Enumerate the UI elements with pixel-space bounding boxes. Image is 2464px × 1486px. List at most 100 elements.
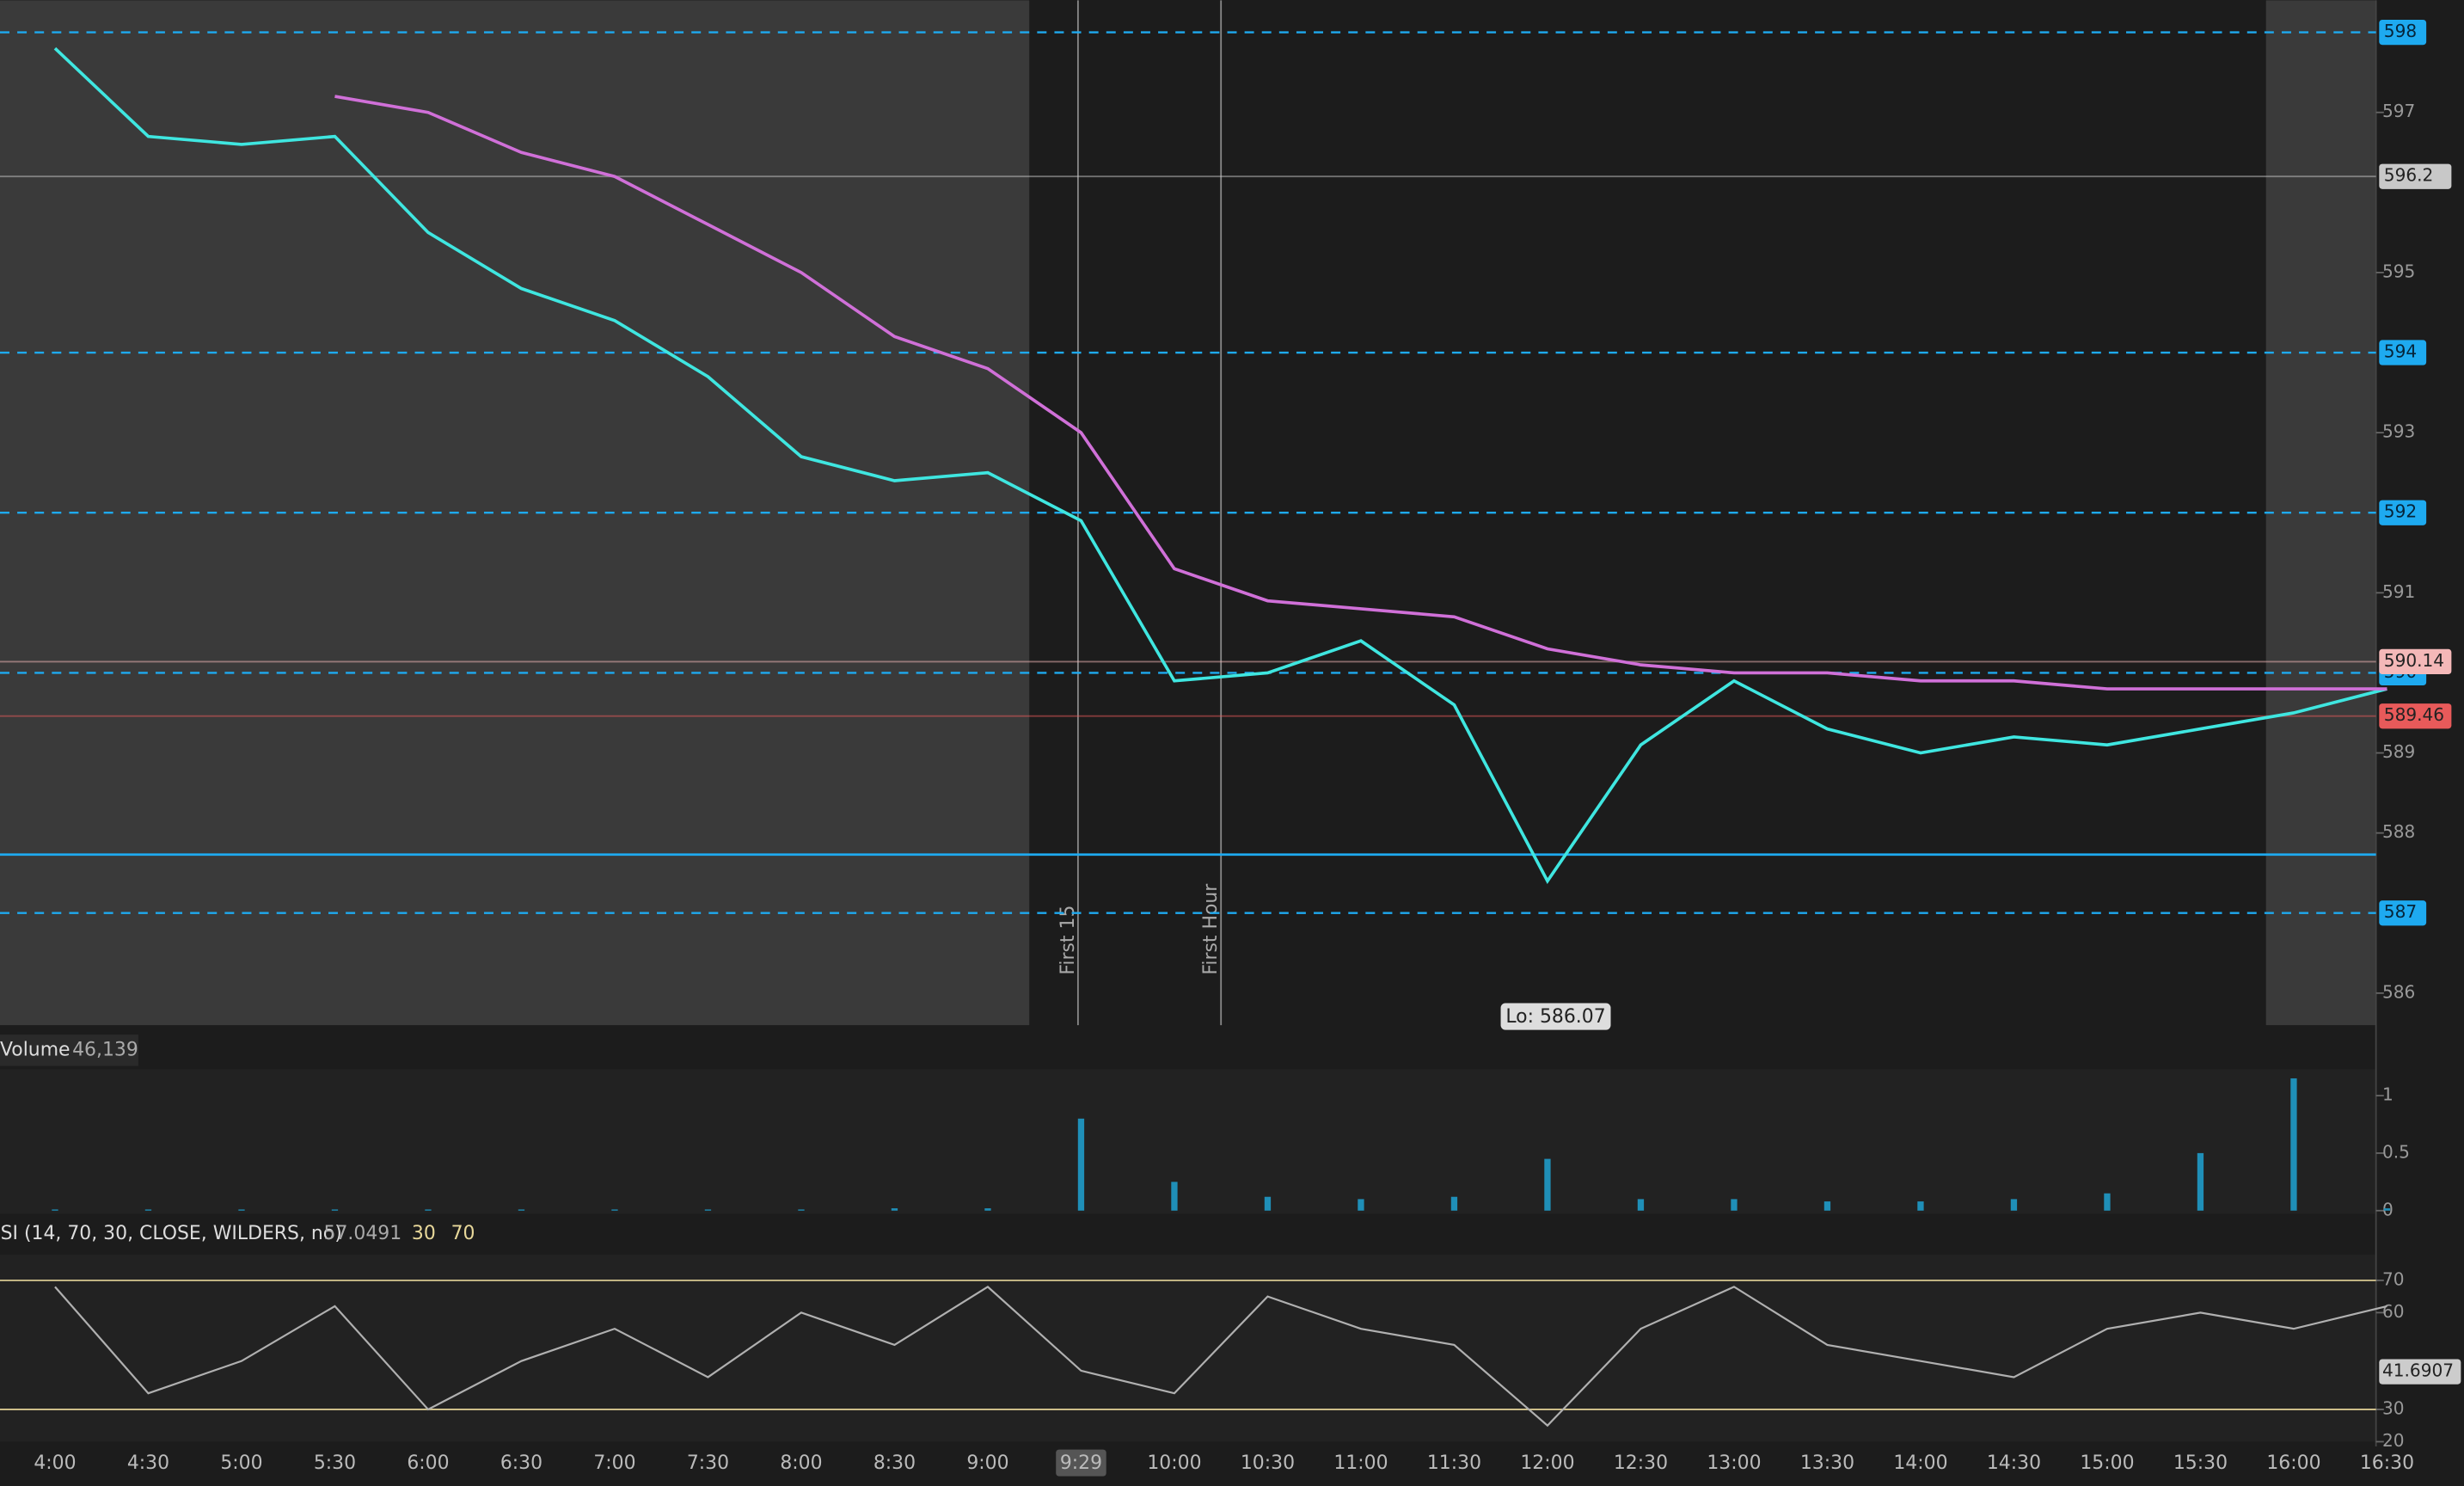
x-tick-label: 4:30 <box>127 1452 169 1474</box>
volume-bar <box>2290 1078 2297 1211</box>
rsi-last: 57.0491 <box>324 1223 402 1244</box>
y-tick-label: 591 <box>2382 581 2415 602</box>
level-box <box>2379 900 2427 926</box>
x-tick-label: 5:00 <box>220 1452 262 1474</box>
volume-bar <box>1077 1118 1085 1211</box>
x-tick-label: 12:00 <box>1520 1452 1574 1474</box>
x-tick-label: 10:00 <box>1147 1452 1201 1474</box>
x-tick-label: 8:30 <box>873 1452 916 1474</box>
low-label: Lo: 586.07 <box>1505 1006 1605 1028</box>
rsi-title: RSI (14, 70, 30, CLOSE, WILDERS, no) <box>0 1223 342 1244</box>
volume-header <box>0 1035 138 1066</box>
price-label: 589.46 <box>2384 704 2444 725</box>
x-tick-label: 14:00 <box>1893 1452 1947 1474</box>
volume-bar <box>1171 1182 1178 1211</box>
premarket-shade <box>0 0 1030 1026</box>
y-tick-label: 1 <box>2382 1084 2394 1105</box>
volume-bar <box>1450 1196 1458 1211</box>
volume-last: 46,139 <box>72 1039 138 1060</box>
volume-bar <box>238 1209 245 1211</box>
x-tick-label: 11:30 <box>1427 1452 1481 1474</box>
volume-panel <box>0 1069 2376 1214</box>
volume-bar <box>1358 1199 1364 1211</box>
volume-bar <box>425 1209 432 1211</box>
volume-bar <box>1637 1199 1645 1211</box>
rsi-panel <box>0 1254 2376 1442</box>
volume-bar <box>144 1209 152 1211</box>
price-box <box>2379 163 2452 189</box>
y-tick-label: 593 <box>2382 421 2415 442</box>
x-tick-label: 13:00 <box>1707 1452 1761 1474</box>
y-tick-label: 597 <box>2382 101 2415 121</box>
x-tick-label: 12:30 <box>1614 1452 1668 1474</box>
x-tick-label: 9:29 <box>1060 1452 1102 1474</box>
x-tick-label: 10:30 <box>1241 1452 1295 1474</box>
x-tick-label: 4:00 <box>34 1452 76 1474</box>
x-tick-label: 6:00 <box>407 1452 449 1474</box>
rsi-band: 30 <box>412 1223 436 1244</box>
price-label: 596.2 <box>2384 165 2434 186</box>
series-line <box>334 95 2387 691</box>
y-tick-label: 30 <box>2382 1397 2405 1418</box>
y-tick-label: 0.5 <box>2382 1141 2410 1162</box>
x-highlight <box>1056 1449 1106 1477</box>
volume-bar <box>2197 1152 2204 1211</box>
volume-title: Volume <box>0 1039 70 1060</box>
level-label: 592 <box>2384 501 2417 522</box>
series-line <box>53 46 2387 885</box>
level-label: 598 <box>2384 21 2417 41</box>
x-tick-label: 15:30 <box>2173 1452 2228 1474</box>
rsi-band: 70 <box>451 1223 475 1244</box>
level-label: 587 <box>2384 901 2417 922</box>
low-label-box <box>1500 1003 1611 1030</box>
volume-bar <box>1264 1196 1272 1211</box>
level-box <box>2379 500 2427 525</box>
y-tick-label: 595 <box>2382 261 2415 281</box>
rsi-current: 41.6907 <box>2382 1360 2454 1381</box>
x-tick-label: 16:00 <box>2266 1452 2320 1474</box>
x-tick-label: 8:00 <box>780 1452 822 1474</box>
x-tick-label: 6:30 <box>500 1452 542 1474</box>
price-box <box>2379 703 2452 729</box>
volume-bar <box>2104 1193 2111 1211</box>
x-tick-label: 14:30 <box>1987 1452 2041 1474</box>
y-tick-label: 589 <box>2382 741 2415 762</box>
y-tick-label: 70 <box>2382 1268 2405 1289</box>
volume-bar <box>704 1209 712 1211</box>
rsi-line <box>54 1286 2387 1428</box>
rsi-current-box <box>2379 1359 2461 1385</box>
marker-label: First Hour <box>1200 883 1222 975</box>
x-tick-label: 11:00 <box>1333 1452 1388 1474</box>
price-box <box>2379 648 2452 675</box>
volume-bar <box>1544 1158 1551 1211</box>
y-tick-label: 586 <box>2382 981 2415 1002</box>
volume-bar <box>611 1209 618 1211</box>
volume-bar <box>52 1209 58 1211</box>
marker-label: First 15 <box>1057 906 1079 975</box>
level-box <box>2379 340 2427 365</box>
y-tick-label: 588 <box>2382 821 2415 842</box>
level-label: 594 <box>2384 341 2417 362</box>
level-box <box>2379 19 2427 46</box>
volume-bar <box>798 1209 805 1211</box>
volume-bar <box>1823 1201 1831 1211</box>
x-tick-label: 7:00 <box>593 1452 635 1474</box>
volume-bar <box>518 1209 525 1211</box>
x-tick-label: 16:30 <box>2360 1452 2414 1474</box>
volume-bar <box>2383 1208 2391 1211</box>
x-tick-label: 7:30 <box>687 1452 729 1474</box>
volume-bar <box>984 1208 991 1211</box>
volume-bar <box>1917 1201 1924 1211</box>
price-label: 590.14 <box>2384 650 2444 671</box>
y-tick-label: 20 <box>2382 1430 2405 1451</box>
y-tick-label: 60 <box>2382 1301 2405 1322</box>
x-tick-label: 13:30 <box>1800 1452 1854 1474</box>
x-tick-label: 9:00 <box>966 1452 1008 1474</box>
x-tick-label: 15:00 <box>2080 1452 2134 1474</box>
volume-bar <box>891 1208 898 1211</box>
x-tick-label: 5:30 <box>314 1452 356 1474</box>
volume-bar <box>1731 1199 1738 1211</box>
volume-bar <box>2010 1199 2018 1211</box>
volume-bar <box>331 1209 339 1211</box>
